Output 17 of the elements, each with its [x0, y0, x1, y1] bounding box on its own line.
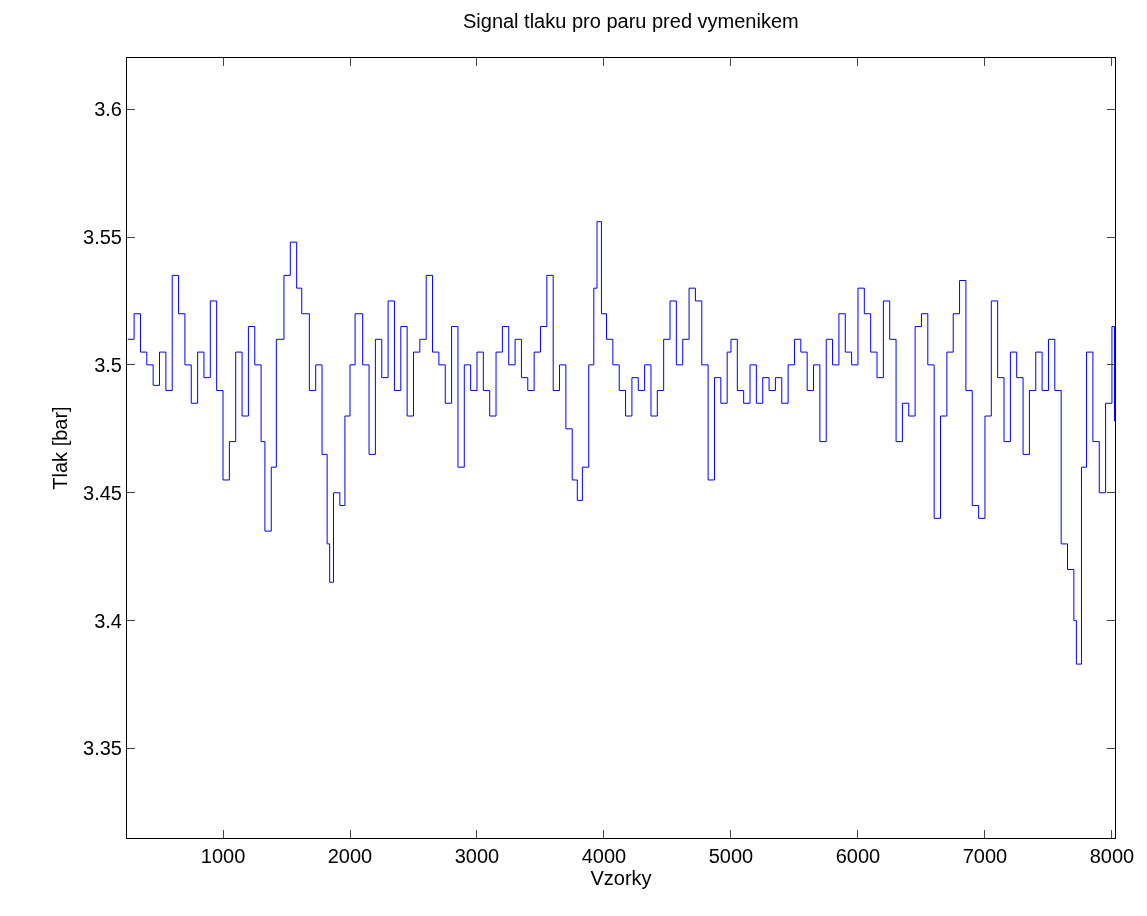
- x-tick-label: 4000: [581, 845, 627, 867]
- y-tick-label: 3.55: [83, 226, 122, 249]
- y-tick-label: 3.5: [94, 353, 122, 376]
- x-tick-label: 8000: [1089, 845, 1135, 867]
- y-tick-label: 3.45: [83, 481, 122, 504]
- x-tick-label: 3000: [454, 845, 500, 867]
- x-tick-label: 5000: [708, 845, 754, 867]
- y-axis-title: Tlak [bar]: [48, 406, 71, 490]
- x-tick-label: 7000: [962, 845, 1008, 867]
- y-tick-label: 3.4: [94, 609, 122, 632]
- y-tick-label: 3.35: [83, 737, 122, 760]
- x-tick-label: 6000: [835, 845, 881, 867]
- y-tick-label: 3.6: [94, 98, 122, 121]
- x-tick-label: 1000: [200, 845, 246, 867]
- chart-title: Signal tlaku pro paru pred vymenikem: [462, 9, 799, 32]
- x-tick-label: 2000: [327, 845, 373, 867]
- x-axis-title: Vzorky: [590, 867, 652, 889]
